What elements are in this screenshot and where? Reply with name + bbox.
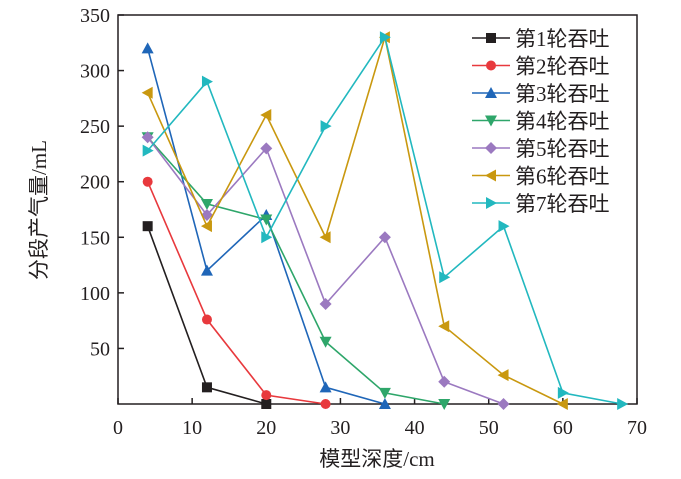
data-point (497, 398, 510, 410)
series-line (147, 136, 504, 405)
data-point (141, 86, 153, 99)
data-point (497, 369, 509, 382)
data-point (261, 231, 273, 244)
series-5 (141, 131, 510, 410)
legend-label: 第2轮吞吐 (515, 55, 610, 79)
series-7 (142, 31, 629, 410)
legend-label: 第5轮吞吐 (515, 137, 610, 161)
data-point (142, 176, 153, 187)
data-point (320, 399, 331, 409)
data-point (141, 131, 154, 144)
series-line (146, 48, 386, 405)
data-point (260, 142, 273, 155)
data-point (498, 220, 510, 233)
series-6 (141, 31, 568, 410)
legend-marker (486, 197, 497, 209)
series-line (147, 136, 445, 405)
y-tick-label: 250 (80, 116, 110, 138)
legend-label: 第4轮吞吐 (515, 110, 610, 134)
data-point (439, 271, 451, 284)
data-point (142, 221, 153, 232)
series-line (146, 37, 564, 405)
x-axis-label: 模型深度/cm (319, 447, 435, 471)
y-tick-label: 350 (80, 5, 110, 27)
data-point (319, 297, 332, 310)
series-3 (141, 42, 391, 409)
x-tick-label: 10 (182, 417, 202, 439)
data-point (378, 231, 391, 244)
data-point (261, 390, 272, 401)
data-point (200, 198, 213, 210)
x-tick-label: 60 (553, 417, 573, 439)
data-point (320, 120, 332, 133)
data-point (438, 375, 451, 388)
y-tick-label: 150 (80, 227, 110, 249)
y-axis-label: 分段产气量/mL (27, 140, 51, 280)
data-point (319, 336, 332, 348)
legend-marker (485, 115, 497, 127)
data-point (557, 386, 569, 399)
data-point (260, 109, 272, 122)
legend-label: 第6轮吞吐 (515, 165, 610, 189)
series-line (146, 181, 326, 405)
data-point (319, 231, 331, 244)
legend-label: 第3轮吞吐 (515, 82, 610, 106)
y-tick-label: 50 (90, 338, 110, 360)
data-point (617, 398, 629, 410)
y-tick-label: 300 (80, 61, 110, 83)
plot-frame (117, 14, 638, 405)
legend-marker (485, 169, 496, 182)
x-tick-label: 70 (627, 417, 647, 439)
legend-marker (485, 87, 497, 98)
data-point (319, 381, 332, 393)
series-4 (141, 132, 451, 410)
data-point (200, 264, 213, 276)
data-point (438, 399, 451, 410)
data-point (378, 387, 391, 399)
legend-marker (486, 60, 496, 71)
x-tick-label: 30 (330, 417, 350, 439)
data-point (201, 382, 212, 393)
data-point (260, 214, 273, 226)
series-2 (142, 176, 331, 409)
data-point (201, 75, 213, 88)
data-point (142, 144, 154, 157)
y-tick-label: 200 (80, 172, 110, 194)
data-point (200, 220, 212, 233)
x-tick-label: 0 (113, 417, 123, 439)
data-point (141, 42, 154, 54)
x-tick-label: 50 (479, 417, 499, 439)
legend-marker (485, 142, 497, 154)
data-point (261, 399, 272, 409)
x-tick-label: 20 (256, 417, 276, 439)
data-point (201, 314, 212, 325)
x-tick-label: 40 (405, 417, 425, 439)
data-point (379, 31, 391, 44)
data-point (556, 398, 568, 410)
series-1 (142, 221, 272, 409)
legend-label: 第7轮吞吐 (515, 192, 610, 216)
data-point (438, 320, 450, 333)
data-point (378, 398, 391, 409)
legend-marker (486, 33, 496, 43)
legend-label: 第1轮吞吐 (515, 27, 610, 51)
y-tick-label: 100 (80, 283, 110, 305)
